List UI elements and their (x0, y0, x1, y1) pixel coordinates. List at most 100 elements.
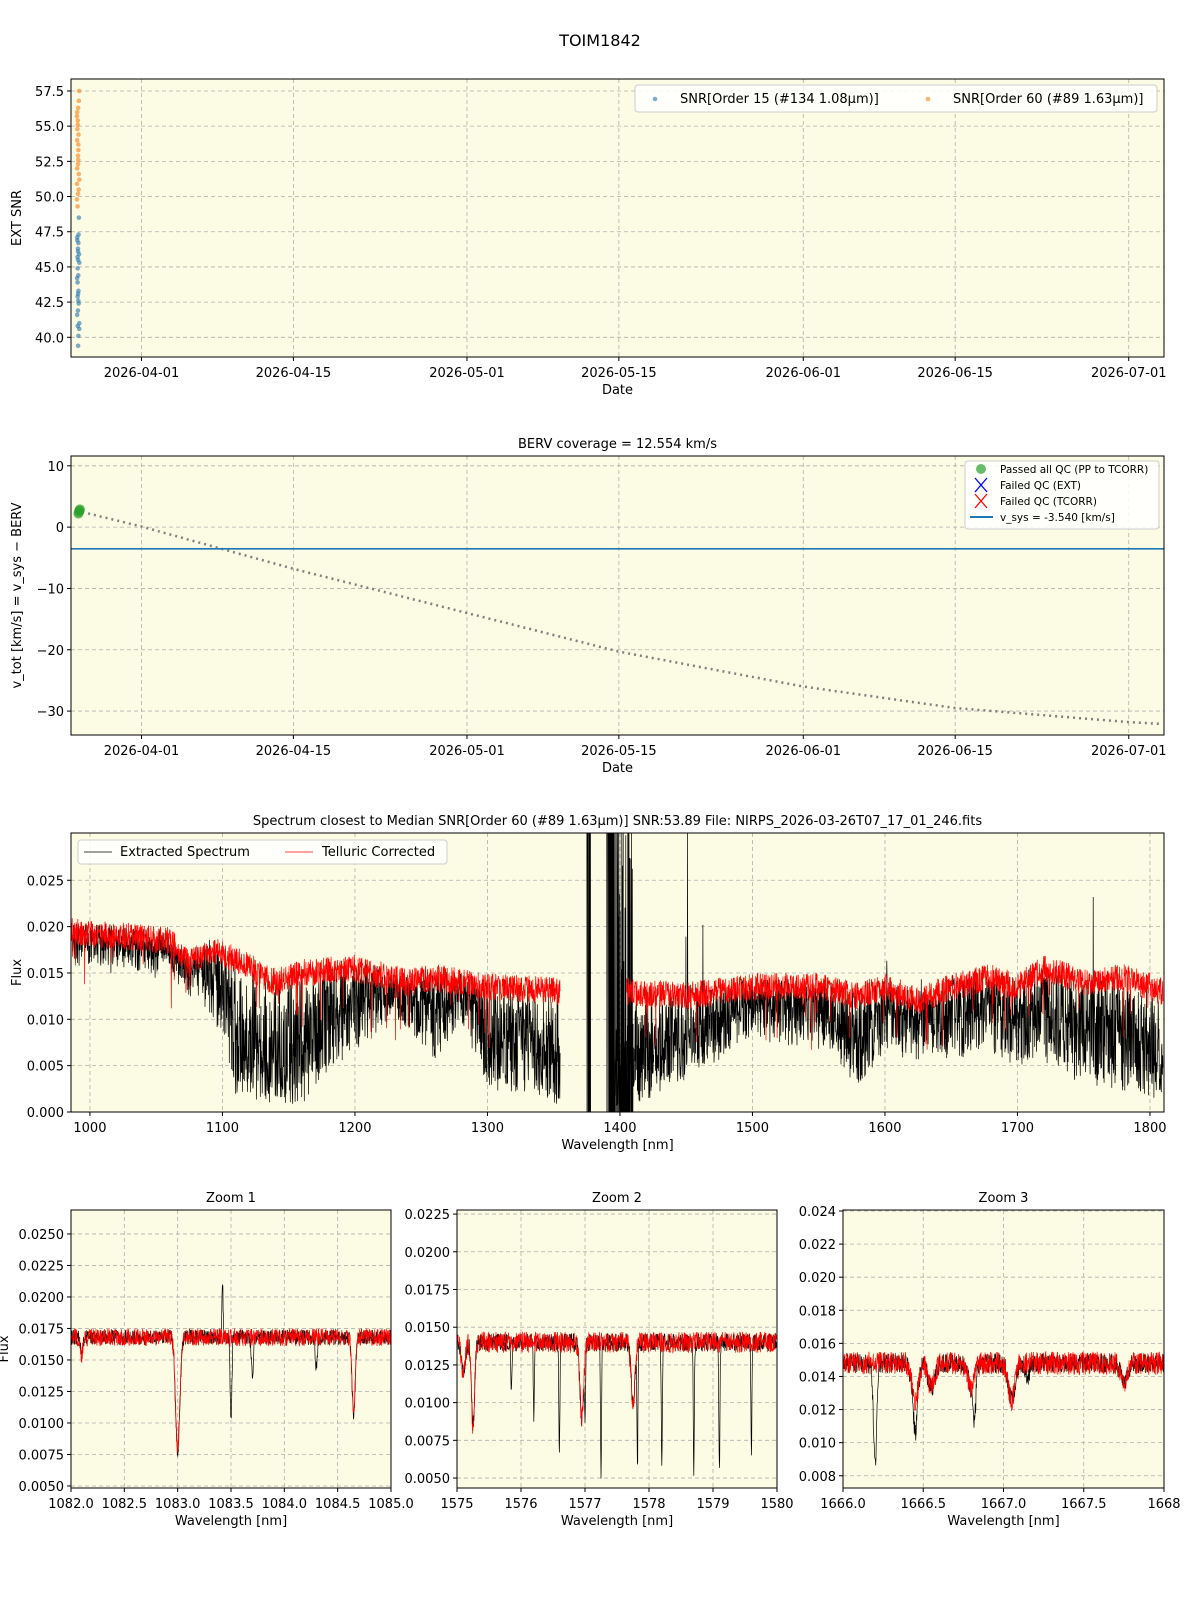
x-tick-label: 1666.0 (820, 1497, 866, 1512)
x-tick-label: 2026-05-15 (581, 744, 657, 759)
snr-order60-point (75, 153, 81, 159)
x-tick-label: 1667.0 (981, 1497, 1027, 1512)
x-tick-label: 1578 (632, 1497, 665, 1512)
x-tick-label: 2026-04-15 (256, 744, 332, 759)
x-tick-label: 2026-04-01 (104, 744, 180, 759)
panel-6: 1666.0 1666.5 1667.0 1667.5 1668 0.008 0.010 0.… (799, 1191, 1181, 1529)
y-axis-label: Flux (10, 959, 25, 986)
y-tick-label: 0.0150 (19, 1354, 65, 1369)
y-tick-label: 0.015 (27, 967, 64, 982)
y-tick-label: 0.0050 (405, 1472, 451, 1487)
y-tick-label: 0.0100 (19, 1417, 65, 1432)
snr-order15-point (75, 308, 81, 313)
x-axis-label: Date (602, 383, 633, 398)
x-tick-label: 1668 (1147, 1497, 1180, 1512)
snr-order15-point (76, 320, 82, 326)
snr-order60-point (74, 114, 80, 119)
snr-order60-point (75, 204, 80, 209)
snr-order60-point (76, 88, 82, 94)
y-tick-label: 0.010 (27, 1013, 64, 1028)
y-tick-label: 0.0175 (405, 1283, 451, 1298)
y-tick-label: 0.012 (799, 1404, 836, 1419)
x-tick-label: 2026-06-15 (917, 744, 993, 759)
snr-order15-point (75, 266, 80, 271)
snr-order60-point (75, 126, 80, 132)
snr-order60-point (76, 142, 81, 147)
y-tick-label: 0.005 (27, 1060, 64, 1075)
snr-order15-point (76, 232, 81, 237)
plot-area (74, 88, 82, 349)
x-tick-label: 1000 (73, 1121, 106, 1136)
x-tick-label: 2026-05-01 (429, 744, 505, 759)
x-axis-label: Wavelength [nm] (175, 1514, 287, 1529)
extracted-spectrum-line (586, 833, 591, 1112)
plot-background (71, 79, 1164, 357)
legend-marker (925, 96, 931, 102)
snr-order60-point (74, 109, 80, 115)
y-tick-label: 0.008 (799, 1470, 836, 1485)
plot-frame (456, 1209, 778, 1489)
plot-area (71, 833, 1164, 1112)
legend: Extracted Spectrum Telluric Corrected (77, 839, 448, 865)
x-tick-label: 1600 (868, 1121, 901, 1136)
telluric-corrected-line (71, 1327, 391, 1453)
panel-2: 2026-04-01 2026-04-15 2026-05-01 2026-05-15… (10, 437, 1167, 776)
x-tick-label: 2026-04-15 (256, 366, 332, 381)
x-tick-label: 2026-04-01 (104, 366, 180, 381)
y-tick-label: 0.022 (799, 1238, 836, 1253)
snr-order15-point (76, 298, 81, 303)
panel-title: Spectrum closest to Median SNR[Order 60 … (253, 814, 982, 829)
panel-title: Zoom 3 (979, 1191, 1029, 1206)
y-axis-label: Flux (0, 1335, 12, 1362)
snr-order60-point (74, 166, 80, 171)
x-tick-label: 1577 (568, 1497, 601, 1512)
legend-label: Telluric Corrected (321, 845, 435, 860)
snr-order15-point (75, 246, 81, 251)
snr-order60-point (75, 118, 81, 123)
y-axis-label: EXT SNR (10, 190, 25, 246)
legend-failed-ext-marker (974, 477, 988, 493)
snr-order60-point (76, 98, 82, 104)
extracted-spectrum-line (614, 833, 634, 1112)
y-tick-label: 0.020 (27, 921, 64, 936)
y-tick-label: −20 (37, 644, 64, 659)
plot-frame (70, 455, 1165, 736)
plot-area (71, 504, 1164, 726)
y-tick-label: 55.0 (35, 120, 64, 135)
snr-order15-point (75, 343, 81, 349)
legend-box (964, 460, 1160, 530)
x-tick-label: 1100 (206, 1121, 239, 1136)
x-tick-label: 2026-07-01 (1091, 744, 1167, 759)
y-tick-label: 0.024 (799, 1205, 836, 1220)
y-tick-label: 0.014 (799, 1370, 836, 1385)
plot-background (71, 1210, 391, 1488)
panel-4: 1082.0 1082.5 1083.0 1083.5 1084.0 1084.5 1085… (0, 1191, 414, 1529)
x-tick-label: 1575 (440, 1497, 473, 1512)
y-tick-label: 50.0 (35, 191, 64, 206)
x-tick-label: 2026-07-01 (1091, 366, 1167, 381)
passed-qc-point (74, 504, 85, 515)
berv-curve (76, 509, 1162, 726)
panel-title: Zoom 1 (206, 1191, 256, 1206)
x-tick-label: 1800 (1133, 1121, 1166, 1136)
legend-box (77, 839, 448, 865)
snr-order15-point (75, 273, 81, 278)
legend: SNR[Order 15 (#134 1.08μm)] SNR[Order 60 … (634, 84, 1158, 113)
legend-label: Failed QC (EXT) (1000, 480, 1081, 492)
y-tick-label: 0.018 (799, 1304, 836, 1319)
y-tick-label: 0.010 (799, 1437, 836, 1452)
y-tick-label: 10 (47, 460, 64, 475)
panel-title: BERV coverage = 12.554 km/s (518, 437, 717, 452)
telluric-corrected-line (457, 1331, 777, 1434)
plot-area (457, 1331, 777, 1479)
x-tick-label: 1667.5 (1061, 1497, 1107, 1512)
snr-order60-point (76, 171, 82, 177)
snr-order15-point (75, 280, 80, 285)
y-tick-label: 0.0075 (19, 1448, 65, 1463)
x-tick-label: 1400 (603, 1121, 636, 1136)
snr-order60-point (76, 147, 81, 153)
y-tick-label: 45.0 (35, 261, 64, 276)
snr-order60-point (75, 191, 81, 197)
x-tick-label: 2026-06-01 (766, 366, 842, 381)
